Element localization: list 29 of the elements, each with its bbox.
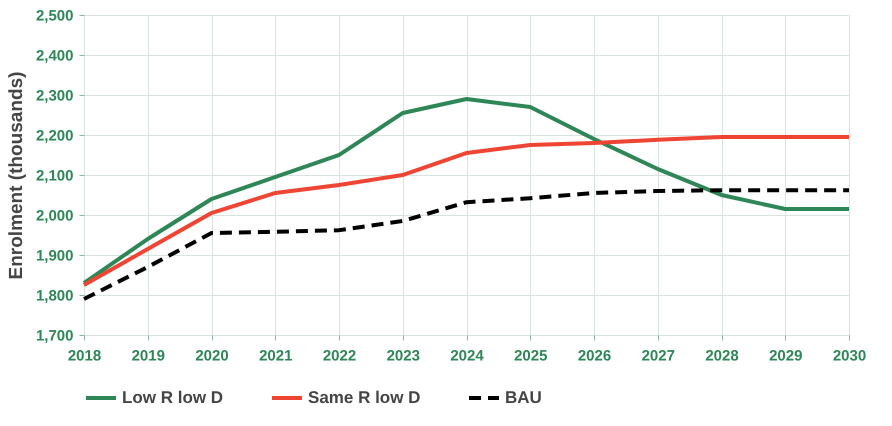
x-tick-label: 2025 bbox=[514, 348, 548, 364]
y-tick-label: 2,000 bbox=[36, 208, 74, 224]
line-series bbox=[82, 97, 851, 285]
x-tick-label: 2027 bbox=[642, 348, 675, 364]
x-tick-label: 2020 bbox=[195, 348, 229, 364]
y-tick-label: 1,900 bbox=[36, 248, 74, 264]
x-tick-label: 2022 bbox=[322, 348, 356, 364]
y-tick-label: 2,400 bbox=[36, 48, 74, 64]
y-tick-label: 1,800 bbox=[36, 288, 74, 304]
y-tick-label: 2,200 bbox=[36, 128, 74, 144]
legend-label: Low R low D bbox=[122, 388, 224, 407]
y-tick-label: 2,300 bbox=[36, 88, 74, 104]
x-tick-label: 2026 bbox=[578, 348, 612, 364]
x-tick-label: 2018 bbox=[68, 348, 102, 364]
legend-label: Same R low D bbox=[308, 388, 420, 407]
y-tick-label: 2,500 bbox=[36, 8, 74, 24]
y-tick-label: 1,700 bbox=[36, 328, 74, 344]
line-series bbox=[82, 188, 851, 301]
x-tick-label: 2029 bbox=[769, 348, 802, 364]
y-axis-title: Enrolment (thousands) bbox=[6, 72, 27, 280]
y-tick-label: 2,100 bbox=[36, 168, 74, 184]
x-tick-label: 2021 bbox=[259, 348, 292, 364]
x-tick-label: 2024 bbox=[450, 348, 484, 364]
x-tick-label: 2028 bbox=[705, 348, 739, 364]
legend-label: BAU bbox=[505, 388, 542, 407]
line-series bbox=[82, 135, 851, 287]
x-tick-label: 2030 bbox=[832, 348, 866, 364]
x-tick-label: 2019 bbox=[132, 348, 165, 364]
x-tick-label: 2023 bbox=[386, 348, 420, 364]
